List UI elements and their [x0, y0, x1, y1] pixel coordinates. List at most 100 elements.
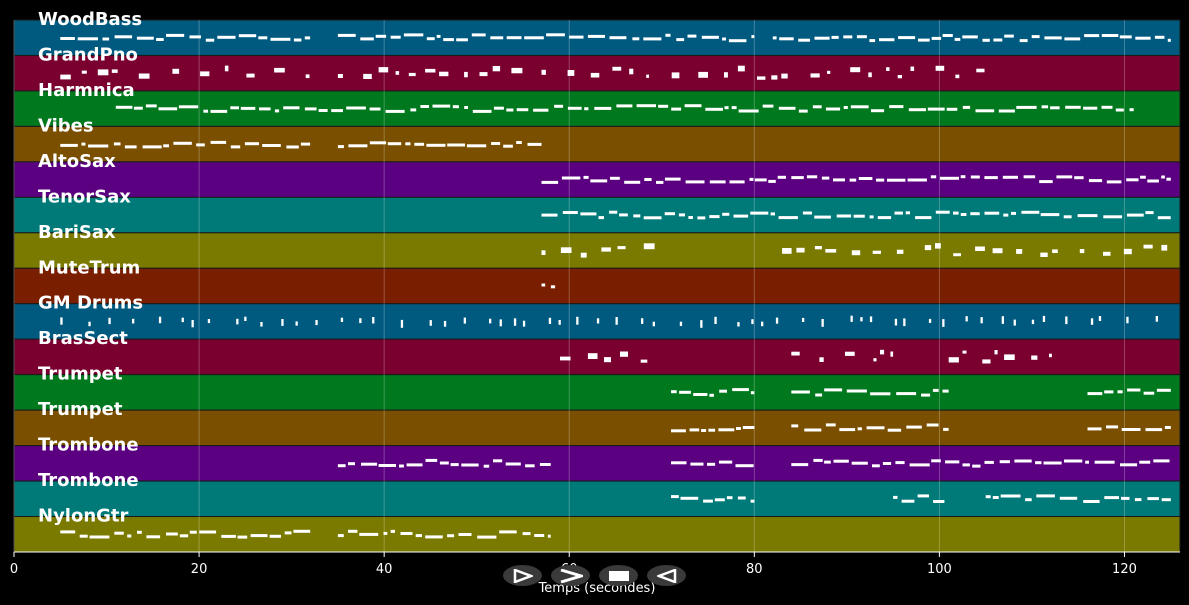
note-mark: [548, 317, 552, 324]
note-mark: [965, 316, 968, 322]
note-mark: [293, 529, 311, 533]
note-mark: [236, 318, 239, 325]
note-mark: [709, 180, 726, 184]
note-mark: [679, 390, 691, 394]
note-mark: [771, 75, 778, 80]
note-mark: [935, 65, 945, 71]
note-mark: [567, 70, 575, 76]
note-mark: [1031, 319, 1035, 325]
note-mark: [1003, 213, 1009, 217]
note-mark: [876, 178, 885, 182]
note-mark: [426, 37, 435, 41]
note-mark: [580, 252, 587, 258]
note-mark: [79, 534, 88, 538]
note-mark: [882, 462, 892, 465]
note-mark: [851, 250, 861, 256]
note-mark: [461, 463, 479, 467]
note-mark: [812, 105, 822, 109]
note-mark: [679, 321, 683, 326]
play-icon: [513, 568, 533, 583]
note-mark: [1127, 388, 1141, 392]
note-mark: [735, 464, 754, 468]
note-mark: [1065, 316, 1068, 325]
x-tick-label: 120: [1112, 562, 1137, 577]
note-mark: [569, 35, 584, 39]
back-icon: [656, 568, 676, 583]
note-mark: [1025, 498, 1032, 502]
note-mark: [737, 322, 740, 327]
note-mark: [560, 356, 571, 361]
note-mark: [931, 459, 941, 463]
note-mark: [522, 320, 526, 327]
note-mark: [1079, 249, 1085, 254]
note-mark: [439, 71, 449, 77]
note-mark: [849, 178, 857, 182]
note-mark: [598, 216, 604, 220]
note-mark: [935, 210, 950, 214]
note-mark: [447, 534, 455, 538]
transport-controls: [503, 565, 686, 586]
note-mark: [906, 425, 922, 429]
note-mark: [1043, 461, 1062, 465]
note-mark: [889, 105, 904, 109]
note-mark: [1031, 355, 1038, 360]
note-mark: [439, 461, 449, 465]
note-mark: [420, 105, 429, 108]
note-mark: [880, 349, 885, 355]
note-mark: [89, 535, 110, 539]
note-mark: [127, 534, 132, 538]
note-mark: [1019, 39, 1028, 43]
play-button[interactable]: [503, 565, 542, 586]
note-mark: [203, 109, 209, 113]
note-mark: [791, 176, 804, 180]
note-mark: [671, 461, 687, 465]
note-mark: [1052, 249, 1058, 253]
note-mark: [737, 65, 745, 72]
note-mark: [270, 37, 291, 41]
note-mark: [975, 109, 995, 113]
note-mark: [982, 359, 991, 364]
note-mark: [191, 320, 194, 328]
track-row: [13, 125, 1181, 163]
note-mark: [722, 212, 730, 216]
next-button[interactable]: [551, 565, 590, 586]
note-mark: [604, 357, 611, 363]
note-mark: [813, 458, 823, 462]
note-mark: [972, 464, 981, 468]
note-mark: [732, 388, 749, 392]
stop-button[interactable]: [599, 565, 638, 586]
note-mark: [910, 66, 915, 71]
note-mark: [372, 317, 375, 324]
back-button[interactable]: [647, 565, 686, 586]
note-mark: [750, 499, 755, 503]
track-labels: WoodBass GrandPno Harmnica Vibes AltoSax Teno…: [38, 9, 143, 527]
note-mark: [511, 67, 523, 74]
note-mark: [580, 212, 597, 216]
note-mark: [652, 321, 655, 327]
note-mark: [970, 212, 980, 216]
note-mark: [1083, 106, 1098, 110]
note-mark: [348, 462, 355, 466]
note-mark: [819, 357, 824, 362]
note-mark: [714, 316, 717, 324]
track-row: [13, 232, 1181, 269]
note-mark: [1153, 459, 1170, 463]
note-mark: [560, 247, 572, 253]
note-mark: [1143, 244, 1153, 249]
note-mark: [138, 73, 150, 79]
note-mark: [708, 428, 716, 432]
note-mark: [609, 210, 618, 214]
note-mark: [754, 178, 767, 182]
note-mark: [1041, 105, 1049, 109]
note-mark: [1016, 249, 1023, 254]
note-mark: [1056, 175, 1073, 179]
note-mark: [701, 35, 719, 39]
note-mark: [506, 36, 522, 40]
track-label: GM Drums: [38, 293, 143, 314]
note-mark: [464, 71, 468, 78]
note-mark: [960, 213, 967, 216]
note-mark: [136, 36, 154, 40]
note-mark: [640, 359, 648, 363]
note-mark: [359, 532, 379, 536]
note-mark: [768, 179, 776, 183]
